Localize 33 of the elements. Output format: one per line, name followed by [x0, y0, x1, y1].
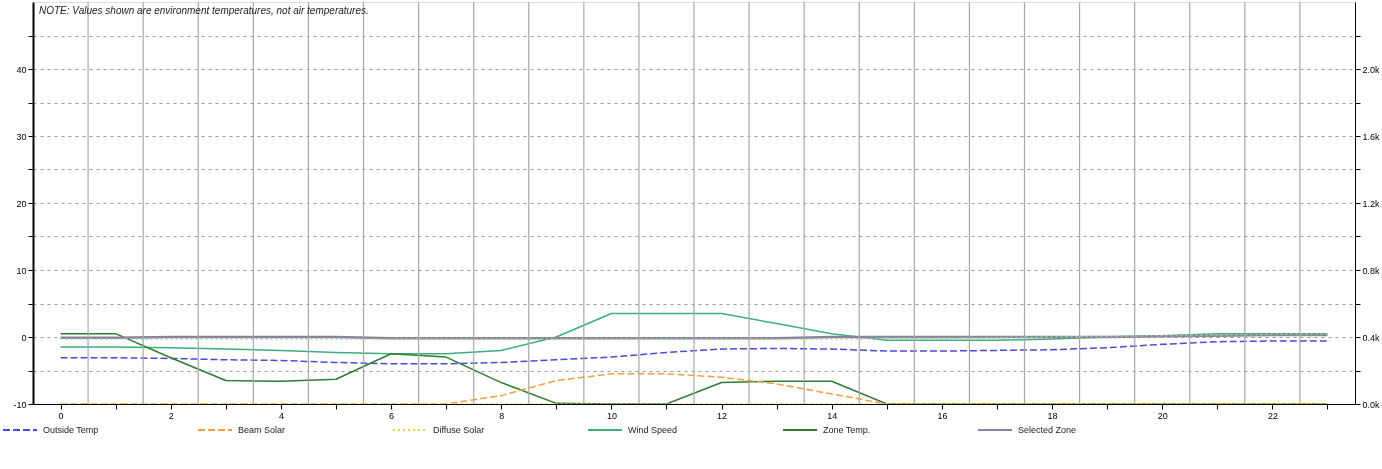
legend-label: Diffuse Solar	[433, 425, 485, 435]
y-tick-label: 40	[16, 64, 27, 75]
x-tick-label: 6	[389, 410, 395, 421]
x-tick-label: 4	[278, 410, 284, 421]
legend-label: Beam Solar	[238, 425, 286, 435]
y-tick-label: 20	[16, 198, 27, 209]
x-tick-label: 16	[937, 410, 948, 421]
x-tick-label: 12	[717, 410, 728, 421]
x-tick-label: 10	[606, 410, 617, 421]
x-tick-label: 18	[1047, 410, 1058, 421]
y-tick-label: 0	[21, 332, 27, 343]
legend-label: Selected Zone	[1018, 425, 1077, 435]
line-series	[59, 340, 1329, 365]
x-tick-label: 0	[58, 410, 64, 421]
legend-label: Wind Speed	[628, 425, 678, 435]
x-tick-label: 8	[499, 410, 505, 421]
y2-tick-label: 1.6k	[1362, 131, 1381, 142]
x-tick-label: 2	[168, 410, 174, 421]
x-tick-label: 14	[827, 410, 838, 421]
y-tick-label: -10	[13, 399, 27, 410]
y2-tick-label: 0.0k	[1362, 399, 1381, 410]
y-tick-label: 10	[16, 265, 27, 276]
y2-tick-label: 1.2k	[1362, 198, 1381, 209]
y2-tick-label: 0.4k	[1362, 332, 1381, 343]
annotation: NOTE: Values shown are environment temperatures, not air temperatures.	[39, 5, 369, 16]
line-series	[59, 312, 1329, 355]
x-tick-label: 22	[1267, 410, 1278, 421]
x-tick-label: 20	[1157, 410, 1168, 421]
legend-label: Zone Temp.	[823, 425, 871, 435]
y2-tick-label: 0.8k	[1362, 265, 1381, 276]
y2-tick-label: 2.0k	[1362, 64, 1381, 75]
legend-label: Outside Temp	[43, 425, 99, 435]
y-tick-label: 30	[16, 131, 27, 142]
